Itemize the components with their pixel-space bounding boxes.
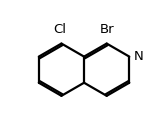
Text: Br: Br — [99, 23, 114, 36]
Text: Cl: Cl — [54, 23, 67, 36]
Text: N: N — [133, 50, 143, 63]
